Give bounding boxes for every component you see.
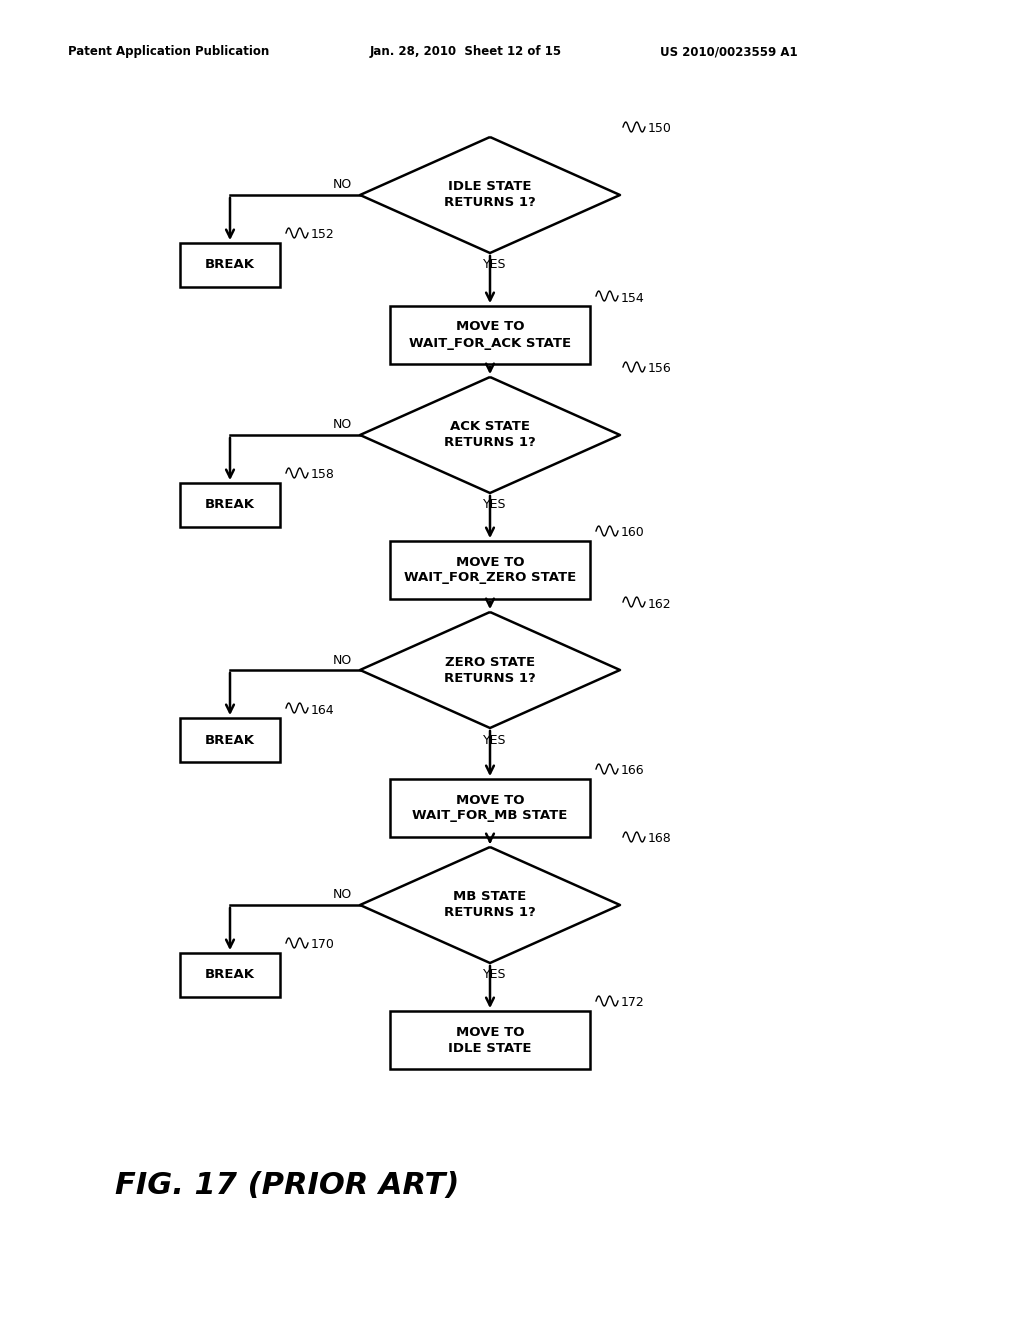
Text: Patent Application Publication: Patent Application Publication — [68, 45, 269, 58]
Text: 150: 150 — [648, 123, 672, 136]
Bar — [390, 306, 590, 364]
Bar — [180, 718, 280, 762]
Text: 170: 170 — [311, 939, 335, 952]
Text: ACK STATE
RETURNS 1?: ACK STATE RETURNS 1? — [444, 421, 536, 450]
Text: 168: 168 — [648, 833, 672, 846]
Text: NO: NO — [333, 888, 352, 902]
Text: 158: 158 — [311, 469, 335, 482]
Text: IDLE STATE
RETURNS 1?: IDLE STATE RETURNS 1? — [444, 181, 536, 210]
Text: MOVE TO
WAIT_FOR_MB STATE: MOVE TO WAIT_FOR_MB STATE — [413, 793, 567, 822]
Text: 166: 166 — [621, 764, 645, 777]
Text: BREAK: BREAK — [205, 734, 255, 747]
Text: BREAK: BREAK — [205, 499, 255, 511]
Text: MOVE TO
WAIT_FOR_ACK STATE: MOVE TO WAIT_FOR_ACK STATE — [409, 321, 571, 350]
Text: YES: YES — [483, 969, 507, 982]
Text: NO: NO — [333, 418, 352, 432]
Text: YES: YES — [483, 734, 507, 747]
Text: 172: 172 — [621, 997, 645, 1010]
Text: 164: 164 — [311, 704, 335, 717]
Text: 162: 162 — [648, 598, 672, 610]
Text: FIG. 17 (PRIOR ART): FIG. 17 (PRIOR ART) — [115, 1171, 460, 1200]
Text: 154: 154 — [621, 292, 645, 305]
Text: 156: 156 — [648, 363, 672, 375]
Bar — [390, 541, 590, 599]
Text: MB STATE
RETURNS 1?: MB STATE RETURNS 1? — [444, 891, 536, 920]
Text: ZERO STATE
RETURNS 1?: ZERO STATE RETURNS 1? — [444, 656, 536, 685]
Text: BREAK: BREAK — [205, 259, 255, 272]
Text: US 2010/0023559 A1: US 2010/0023559 A1 — [660, 45, 798, 58]
Text: NO: NO — [333, 653, 352, 667]
Text: MOVE TO
IDLE STATE: MOVE TO IDLE STATE — [449, 1026, 531, 1055]
Text: 152: 152 — [311, 228, 335, 242]
Text: BREAK: BREAK — [205, 969, 255, 982]
Bar — [180, 243, 280, 286]
Bar — [390, 779, 590, 837]
Text: MOVE TO
WAIT_FOR_ZERO STATE: MOVE TO WAIT_FOR_ZERO STATE — [403, 556, 577, 585]
Bar — [180, 953, 280, 997]
Text: NO: NO — [333, 178, 352, 191]
Bar — [390, 1011, 590, 1069]
Text: 160: 160 — [621, 527, 645, 540]
Text: Jan. 28, 2010  Sheet 12 of 15: Jan. 28, 2010 Sheet 12 of 15 — [370, 45, 562, 58]
Bar — [180, 483, 280, 527]
Text: YES: YES — [483, 499, 507, 511]
Text: YES: YES — [483, 259, 507, 272]
